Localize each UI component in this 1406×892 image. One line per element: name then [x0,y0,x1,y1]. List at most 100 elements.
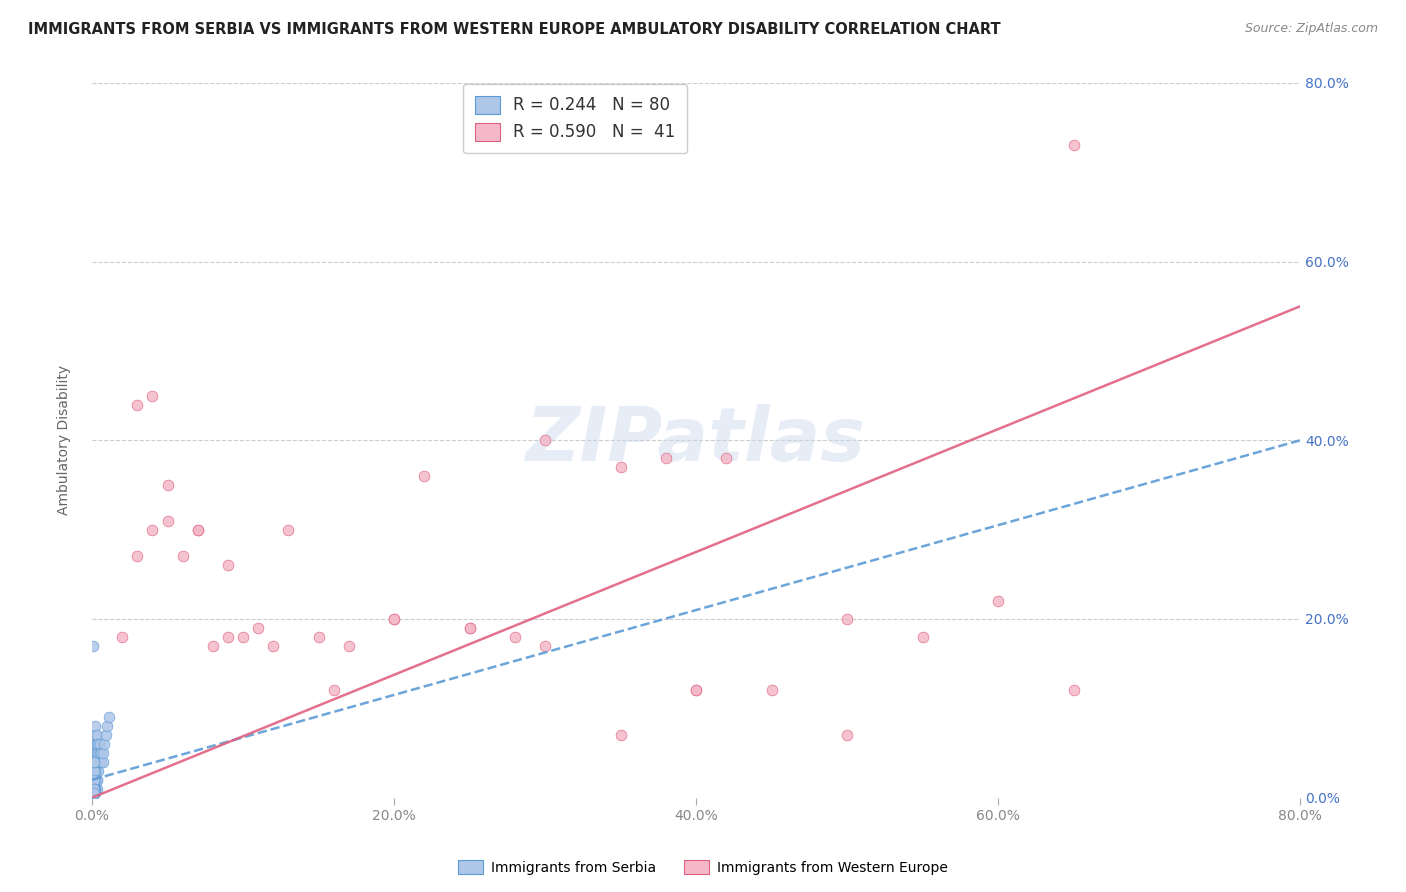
Point [90,755,112,769]
Point [127,549,149,564]
Point [458,621,481,635]
Point [609,728,631,742]
Point [84,781,107,796]
Point [84,737,107,751]
Point [84,728,107,742]
Text: Source: ZipAtlas.com: Source: ZipAtlas.com [1244,22,1378,36]
Point [83,786,105,800]
Point [83,786,105,800]
Point [83,755,105,769]
Point [83,737,105,751]
Point [83,781,105,796]
Point [201,639,224,653]
Point [141,389,163,403]
Point [83,755,105,769]
Point [685,683,707,698]
Point [84,781,107,796]
Point [83,764,105,778]
Point [83,772,105,787]
Point [217,630,239,644]
Point [84,746,107,760]
Point [83,755,105,769]
Point [83,772,105,787]
Point [84,764,107,778]
Point [835,612,858,626]
Point [761,683,783,698]
Point [83,781,105,796]
Point [84,781,107,796]
Point [83,772,105,787]
Point [89,746,111,760]
Point [83,764,105,778]
Legend: R = 0.244   N = 80, R = 0.590   N =  41: R = 0.244 N = 80, R = 0.590 N = 41 [464,84,688,153]
Point [83,781,105,796]
Point [83,786,105,800]
Point [83,786,105,800]
Point [1063,683,1085,698]
Point [247,621,270,635]
Point [83,764,105,778]
Point [84,781,107,796]
Point [308,630,330,644]
Point [91,755,114,769]
Point [86,772,108,787]
Point [83,772,105,787]
Point [87,746,110,760]
Point [83,781,105,796]
Point [83,772,105,787]
Point [84,772,107,787]
Point [83,781,105,796]
Point [277,523,299,537]
Point [86,764,108,778]
Point [87,764,110,778]
Point [83,786,105,800]
Point [83,764,105,778]
Point [172,549,194,564]
Point [84,781,107,796]
Point [83,786,105,800]
Point [413,469,436,483]
Point [96,719,118,733]
Point [83,781,105,796]
Point [609,460,631,475]
Point [987,594,1010,608]
Point [262,639,284,653]
Point [685,683,707,698]
Point [86,728,108,742]
Point [83,786,105,800]
Point [84,772,107,787]
Point [322,683,344,698]
Point [534,434,557,448]
Point [89,755,111,769]
Point [87,755,110,769]
Point [84,772,107,787]
Point [655,451,678,466]
Point [337,639,360,653]
Point [382,612,405,626]
Point [84,772,107,787]
Text: ZIPatlas: ZIPatlas [526,404,866,477]
Point [156,514,179,528]
Point [1063,138,1085,153]
Point [86,746,108,760]
Point [382,612,405,626]
Point [87,737,110,751]
Point [911,630,934,644]
Point [83,764,105,778]
Point [84,786,107,800]
Point [83,781,105,796]
Point [217,558,239,573]
Point [83,772,105,787]
Point [83,755,105,769]
Point [111,630,134,644]
Text: IMMIGRANTS FROM SERBIA VS IMMIGRANTS FROM WESTERN EUROPE AMBULATORY DISABILITY C: IMMIGRANTS FROM SERBIA VS IMMIGRANTS FRO… [28,22,1001,37]
Point [83,746,105,760]
Point [83,786,105,800]
Point [83,781,105,796]
Point [187,523,209,537]
Point [83,781,105,796]
Point [141,523,163,537]
Point [835,728,858,742]
Point [716,451,738,466]
Point [82,639,104,653]
